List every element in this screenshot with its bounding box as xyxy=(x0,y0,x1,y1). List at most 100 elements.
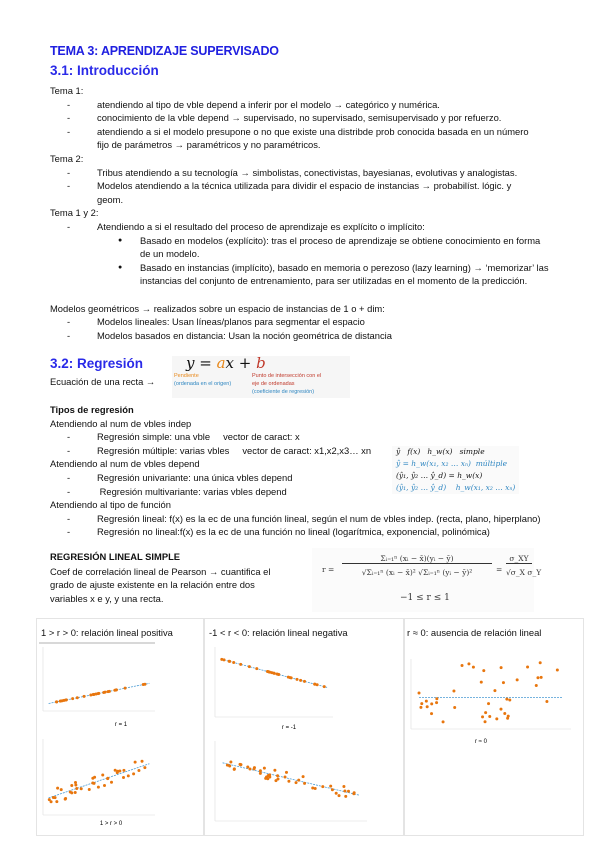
rls-block: REGRESIÓN LINEAL SIMPLE Coef de correlac… xyxy=(50,550,270,605)
data-point xyxy=(420,702,424,706)
data-point xyxy=(506,716,510,720)
data-point xyxy=(56,786,60,790)
data-point xyxy=(297,778,301,782)
data-point xyxy=(295,677,299,681)
list-item-cont: fijo de parámetros → paramétricos y no p… xyxy=(97,139,321,151)
bullet-item-cont: de un modelo. xyxy=(140,248,200,260)
data-point xyxy=(266,773,270,777)
data-point xyxy=(284,770,288,774)
data-point xyxy=(452,689,456,693)
panel-title: r ≈ 0: ausencia de relación lineal xyxy=(407,627,542,638)
data-point xyxy=(499,666,503,670)
data-point xyxy=(555,668,559,672)
data-point xyxy=(334,791,338,795)
data-point xyxy=(71,697,75,701)
data-point xyxy=(75,786,79,790)
data-point xyxy=(73,781,77,785)
data-point xyxy=(101,773,105,777)
data-point xyxy=(143,766,147,770)
data-point xyxy=(471,665,475,669)
indep-label: Atendiendo al num de vbles indep xyxy=(50,417,192,429)
data-point xyxy=(344,794,348,798)
list-item: conocimiento de la vble depend → supervi… xyxy=(50,111,580,125)
rls-line: variables x e y, y una recta. xyxy=(50,592,164,604)
data-point xyxy=(534,683,538,687)
tema12-label: Tema 1 y 2: xyxy=(50,207,99,219)
list-item: Regresión univariante: una única vbles d… xyxy=(50,471,580,485)
data-point xyxy=(303,679,307,683)
data-point xyxy=(247,665,251,669)
data-point xyxy=(225,763,229,767)
section-heading-regresion: 3.2: Regresión xyxy=(50,356,144,371)
data-point xyxy=(258,771,262,775)
regression-formulas: ŷ f(x) h_w(x) simple ŷ = h_w(x₁, x₂ … xₙ… xyxy=(392,446,520,494)
data-point xyxy=(430,712,434,716)
pearson-denominator: √Σᵢ₌₁ⁿ (xᵢ − x̄)² √Σᵢ₌₁ⁿ (yᵢ − ȳ)² xyxy=(361,568,473,577)
list-item: Regresión simple: una vble vector de car… xyxy=(50,430,580,444)
data-point xyxy=(435,701,439,705)
data-point xyxy=(481,715,485,719)
data-point xyxy=(346,789,350,793)
intro-body: Tema 1: atendiendo al tipo de vble depen… xyxy=(50,84,580,342)
data-point xyxy=(301,775,305,779)
data-point xyxy=(255,667,259,671)
data-point xyxy=(484,711,488,715)
data-point xyxy=(273,768,277,772)
data-point xyxy=(74,783,78,787)
pearson-formula: r = Σᵢ₌₁ⁿ (xᵢ − x̄)(yᵢ − ȳ) √Σᵢ₌₁ⁿ (xᵢ −… xyxy=(312,548,541,612)
data-point xyxy=(87,787,91,791)
data-point xyxy=(419,705,423,709)
data-point xyxy=(283,775,287,779)
data-point xyxy=(246,765,250,769)
data-point xyxy=(122,768,126,772)
caption: r = -1 xyxy=(282,725,297,731)
data-point xyxy=(501,681,505,685)
data-point xyxy=(228,659,232,663)
data-point xyxy=(287,779,291,783)
data-point xyxy=(441,720,445,724)
data-point xyxy=(303,781,307,785)
punto-label-3: (coeficiente de regresión) xyxy=(252,389,315,395)
data-point xyxy=(499,707,503,711)
list-item: atendiendo a si el modelo presupone o no… xyxy=(50,125,580,139)
data-point xyxy=(435,697,439,701)
line-equation-figure: y = ax + b Pendiente (ordenada en el ori… xyxy=(172,354,350,398)
data-point xyxy=(299,678,303,682)
list-item: Modelos lineales: Usan líneas/planos par… xyxy=(50,315,580,329)
regression-types: Tipos de regresión Atendiendo al num de … xyxy=(50,403,580,539)
panel-title: -1 < r < 0: relación lineal negativa xyxy=(209,627,348,638)
eq-a: a xyxy=(216,354,226,372)
list-item: Regresión lineal: f(x) es la ec de una f… xyxy=(50,512,580,526)
data-point xyxy=(479,680,483,684)
data-point xyxy=(424,699,428,703)
data-point xyxy=(97,691,101,695)
positive-plots: r = 1 1 > r > 0 xyxy=(39,642,155,827)
tema2-label: Tema 2: xyxy=(50,152,84,164)
data-point xyxy=(140,759,144,763)
tema1-label: Tema 1: xyxy=(50,85,84,96)
data-point xyxy=(536,676,540,680)
data-point xyxy=(102,783,106,787)
data-point xyxy=(126,774,130,778)
data-point xyxy=(222,658,226,662)
data-point xyxy=(343,789,347,793)
data-point xyxy=(266,670,270,674)
data-point xyxy=(47,798,51,802)
data-point xyxy=(53,796,57,800)
pendiente-sublabel: (ordenada en el origen) xyxy=(174,381,232,387)
data-point xyxy=(337,794,341,798)
data-point xyxy=(330,788,334,792)
page-title: TEMA 3: APRENDIZAJE SUPERVISADO xyxy=(50,44,279,58)
list-item: Regresión no lineal:f(x) es la ec de una… xyxy=(50,525,580,539)
panel-negative: -1 < r < 0: relación lineal negativa r =… xyxy=(204,618,404,836)
dep-label: Atendiendo al num de vbles depend xyxy=(50,458,200,470)
pearson-numerator: Σᵢ₌₁ⁿ (xᵢ − x̄)(yᵢ − ȳ) xyxy=(342,554,492,564)
data-point xyxy=(118,769,122,773)
eq-x: x + xyxy=(225,354,257,372)
pearson-range: −1 ≤ r ≤ 1 xyxy=(400,593,450,603)
list-item: Modelos basados en distancia: Usan la no… xyxy=(50,329,580,343)
data-point xyxy=(63,797,67,801)
zero-plot: r ≈ 0 xyxy=(410,659,571,745)
data-point xyxy=(55,700,59,704)
formula-simple: ŷ f(x) h_w(x) simple xyxy=(396,447,485,456)
